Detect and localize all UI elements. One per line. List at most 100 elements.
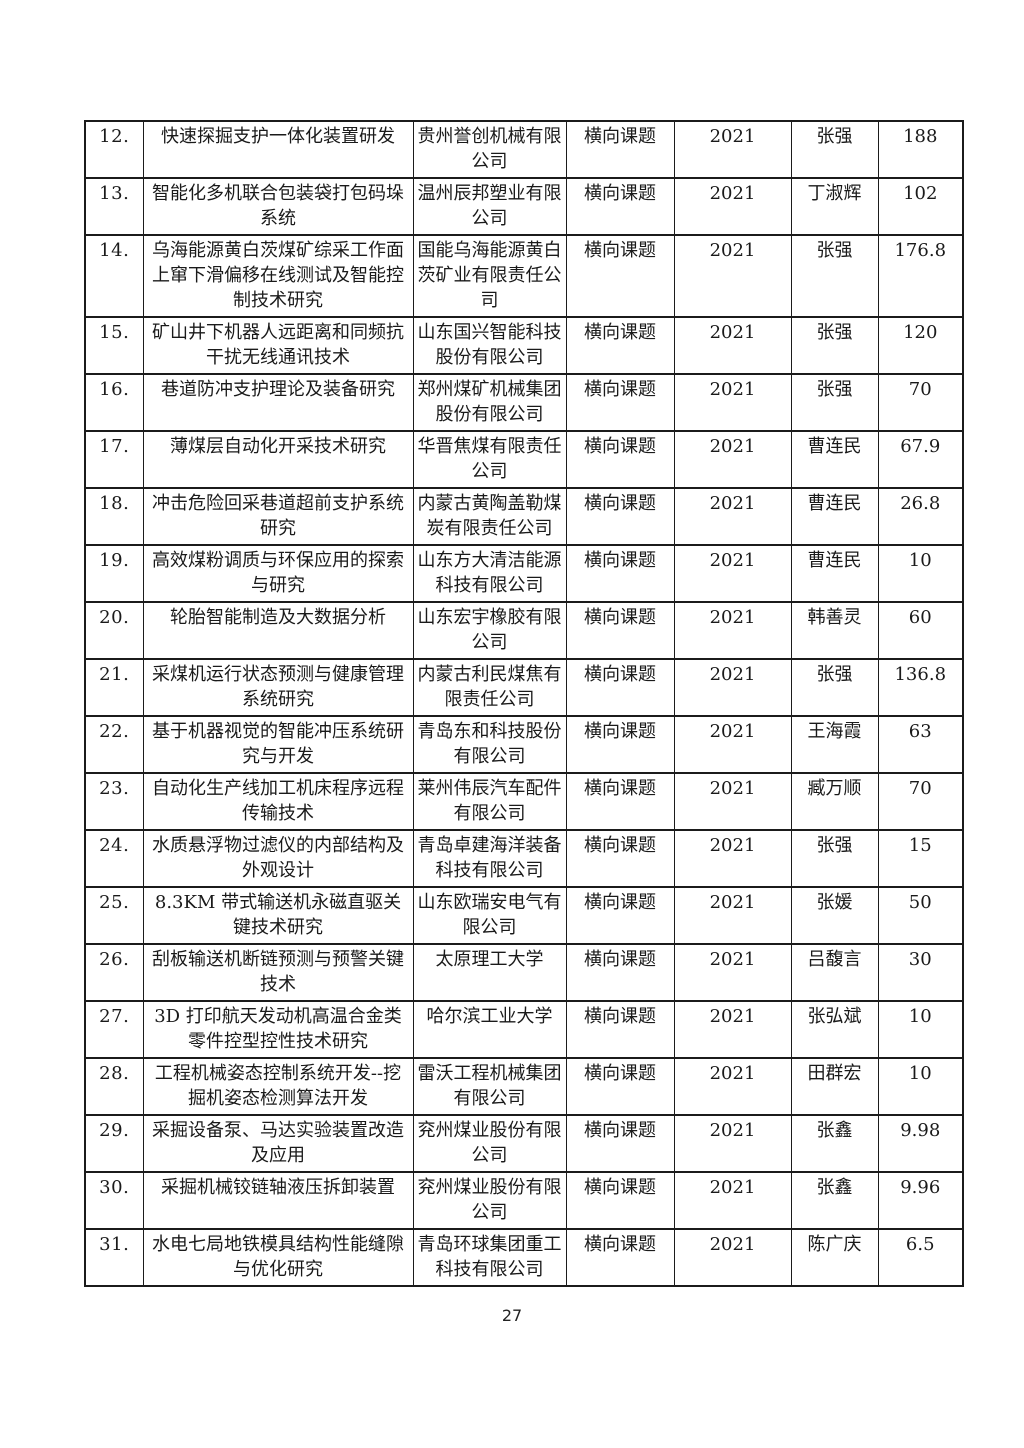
organization-cell: 国能乌海能源黄白茨矿业有限责任公司: [412, 234, 567, 318]
table-row: 29. 采掘设备泵、马达实验装置改造及应用 兖州煤业股份有限公司 横向课题 20…: [84, 1114, 964, 1173]
funding-amount-cell: 188: [877, 120, 964, 179]
project-title-cell: 水电七局地铁模具结构性能缝隙与优化研究: [142, 1228, 414, 1287]
year-cell: 2021: [673, 943, 792, 1002]
project-type-cell: 横向课题: [565, 658, 675, 717]
funding-amount-cell: 10: [877, 544, 964, 603]
funding-amount-cell: 6.5: [877, 1228, 964, 1287]
project-type-cell: 横向课题: [565, 943, 675, 1002]
lead-person-cell: 曹连民: [790, 430, 879, 489]
funding-amount-cell: 60: [877, 601, 964, 660]
project-type-cell: 横向课题: [565, 120, 675, 179]
organization-cell: 山东欧瑞安电气有限公司: [412, 886, 567, 945]
lead-person-cell: 田群宏: [790, 1057, 879, 1116]
project-type-cell: 横向课题: [565, 544, 675, 603]
lead-person-cell: 张强: [790, 829, 879, 888]
project-type-cell: 横向课题: [565, 430, 675, 489]
projects-table: 12. 快速探掘支护一体化装置研发 贵州誉创机械有限公司 横向课题 2021 张…: [84, 120, 964, 1287]
project-title-cell: 智能化多机联合包装袋打包码垛系统: [142, 177, 414, 236]
year-cell: 2021: [673, 1000, 792, 1059]
year-cell: 2021: [673, 234, 792, 318]
row-number-cell: 30.: [84, 1171, 144, 1230]
row-number-cell: 12.: [84, 120, 144, 179]
project-title-cell: 冲击危险回采巷道超前支护系统研究: [142, 487, 414, 546]
organization-cell: 雷沃工程机械集团有限公司: [412, 1057, 567, 1116]
organization-cell: 内蒙古黄陶盖勒煤炭有限责任公司: [412, 487, 567, 546]
project-title-cell: 高效煤粉调质与环保应用的探索与研究: [142, 544, 414, 603]
organization-cell: 山东方大清洁能源科技有限公司: [412, 544, 567, 603]
table-row: 15. 矿山井下机器人远距离和同频抗干扰无线通讯技术 山东国兴智能科技股份有限公…: [84, 316, 964, 375]
project-type-cell: 横向课题: [565, 316, 675, 375]
project-title-cell: 采煤机运行状态预测与健康管理系统研究: [142, 658, 414, 717]
project-title-cell: 薄煤层自动化开采技术研究: [142, 430, 414, 489]
year-cell: 2021: [673, 544, 792, 603]
lead-person-cell: 张强: [790, 658, 879, 717]
project-title-cell: 轮胎智能制造及大数据分析: [142, 601, 414, 660]
project-type-cell: 横向课题: [565, 487, 675, 546]
project-type-cell: 横向课题: [565, 1171, 675, 1230]
year-cell: 2021: [673, 177, 792, 236]
lead-person-cell: 韩善灵: [790, 601, 879, 660]
page-number: 27: [501, 1306, 523, 1325]
funding-amount-cell: 15: [877, 829, 964, 888]
table-row: 31. 水电七局地铁模具结构性能缝隙与优化研究 青岛环球集团重工科技有限公司 横…: [84, 1228, 964, 1287]
funding-amount-cell: 176.8: [877, 234, 964, 318]
lead-person-cell: 吕馥言: [790, 943, 879, 1002]
funding-amount-cell: 10: [877, 1000, 964, 1059]
project-title-cell: 8.3KM 带式输送机永磁直驱关键技术研究: [142, 886, 414, 945]
organization-cell: 莱州伟辰汽车配件有限公司: [412, 772, 567, 831]
year-cell: 2021: [673, 1228, 792, 1287]
project-type-cell: 横向课题: [565, 772, 675, 831]
organization-cell: 郑州煤矿机械集团股份有限公司: [412, 373, 567, 432]
row-number-cell: 31.: [84, 1228, 144, 1287]
organization-cell: 青岛东和科技股份有限公司: [412, 715, 567, 774]
project-title-cell: 快速探掘支护一体化装置研发: [142, 120, 414, 179]
funding-amount-cell: 9.96: [877, 1171, 964, 1230]
year-cell: 2021: [673, 658, 792, 717]
project-type-cell: 横向课题: [565, 177, 675, 236]
table-row: 21. 采煤机运行状态预测与健康管理系统研究 内蒙古利民煤焦有限责任公司 横向课…: [84, 658, 964, 717]
year-cell: 2021: [673, 373, 792, 432]
organization-cell: 哈尔滨工业大学: [412, 1000, 567, 1059]
lead-person-cell: 张强: [790, 373, 879, 432]
year-cell: 2021: [673, 1057, 792, 1116]
funding-amount-cell: 10: [877, 1057, 964, 1116]
lead-person-cell: 张媛: [790, 886, 879, 945]
project-title-cell: 采掘设备泵、马达实验装置改造及应用: [142, 1114, 414, 1173]
row-number-cell: 19.: [84, 544, 144, 603]
project-title-cell: 基于机器视觉的智能冲压系统研究与开发: [142, 715, 414, 774]
year-cell: 2021: [673, 829, 792, 888]
project-title-cell: 矿山井下机器人远距离和同频抗干扰无线通讯技术: [142, 316, 414, 375]
project-type-cell: 横向课题: [565, 234, 675, 318]
table-row: 20. 轮胎智能制造及大数据分析 山东宏宇橡胶有限公司 横向课题 2021 韩善…: [84, 601, 964, 660]
lead-person-cell: 曹连民: [790, 487, 879, 546]
project-type-cell: 横向课题: [565, 715, 675, 774]
organization-cell: 内蒙古利民煤焦有限责任公司: [412, 658, 567, 717]
project-type-cell: 横向课题: [565, 1057, 675, 1116]
project-type-cell: 横向课题: [565, 373, 675, 432]
lead-person-cell: 陈广庆: [790, 1228, 879, 1287]
organization-cell: 兖州煤业股份有限公司: [412, 1171, 567, 1230]
organization-cell: 山东国兴智能科技股份有限公司: [412, 316, 567, 375]
lead-person-cell: 曹连民: [790, 544, 879, 603]
organization-cell: 青岛环球集团重工科技有限公司: [412, 1228, 567, 1287]
project-title-cell: 自动化生产线加工机床程序远程传输技术: [142, 772, 414, 831]
year-cell: 2021: [673, 316, 792, 375]
year-cell: 2021: [673, 120, 792, 179]
funding-amount-cell: 102: [877, 177, 964, 236]
row-number-cell: 21.: [84, 658, 144, 717]
project-title-cell: 乌海能源黄白茨煤矿综采工作面上窜下滑偏移在线测试及智能控制技术研究: [142, 234, 414, 318]
project-type-cell: 横向课题: [565, 1114, 675, 1173]
organization-cell: 青岛卓建海洋装备科技有限公司: [412, 829, 567, 888]
funding-amount-cell: 67.9: [877, 430, 964, 489]
project-title-cell: 3D 打印航天发动机高温合金类零件控型控性技术研究: [142, 1000, 414, 1059]
row-number-cell: 20.: [84, 601, 144, 660]
table-row: 14. 乌海能源黄白茨煤矿综采工作面上窜下滑偏移在线测试及智能控制技术研究 国能…: [84, 234, 964, 318]
table-row: 19. 高效煤粉调质与环保应用的探索与研究 山东方大清洁能源科技有限公司 横向课…: [84, 544, 964, 603]
year-cell: 2021: [673, 430, 792, 489]
project-title-cell: 采掘机械铰链轴液压拆卸装置: [142, 1171, 414, 1230]
funding-amount-cell: 70: [877, 772, 964, 831]
funding-amount-cell: 9.98: [877, 1114, 964, 1173]
project-type-cell: 横向课题: [565, 601, 675, 660]
lead-person-cell: 张强: [790, 316, 879, 375]
